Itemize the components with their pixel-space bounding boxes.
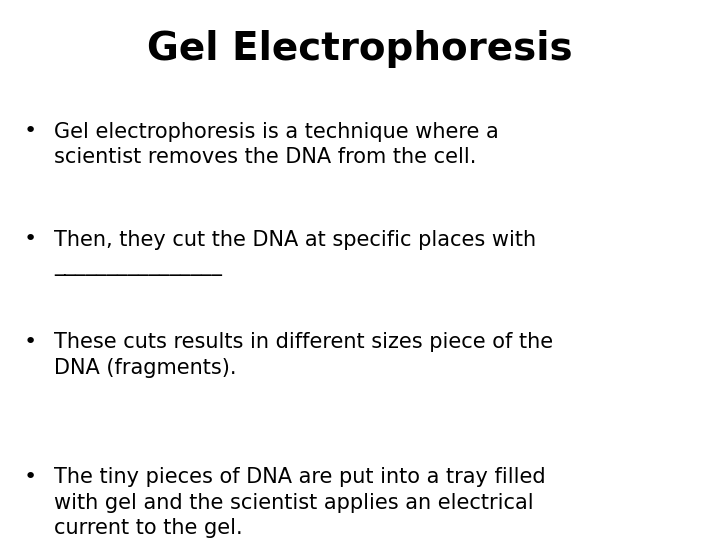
Text: Gel electrophoresis is a technique where a
scientist removes the DNA from the ce: Gel electrophoresis is a technique where… <box>54 122 499 167</box>
Text: •: • <box>24 230 37 249</box>
Text: The tiny pieces of DNA are put into a tray filled
with gel and the scientist app: The tiny pieces of DNA are put into a tr… <box>54 467 546 538</box>
Text: •: • <box>24 467 37 487</box>
Text: These cuts results in different sizes piece of the
DNA (fragments).: These cuts results in different sizes pi… <box>54 332 553 377</box>
Text: •: • <box>24 332 37 352</box>
Text: Gel Electrophoresis: Gel Electrophoresis <box>147 30 573 68</box>
Text: •: • <box>24 122 37 141</box>
Text: Then, they cut the DNA at specific places with
________________: Then, they cut the DNA at specific place… <box>54 230 536 276</box>
